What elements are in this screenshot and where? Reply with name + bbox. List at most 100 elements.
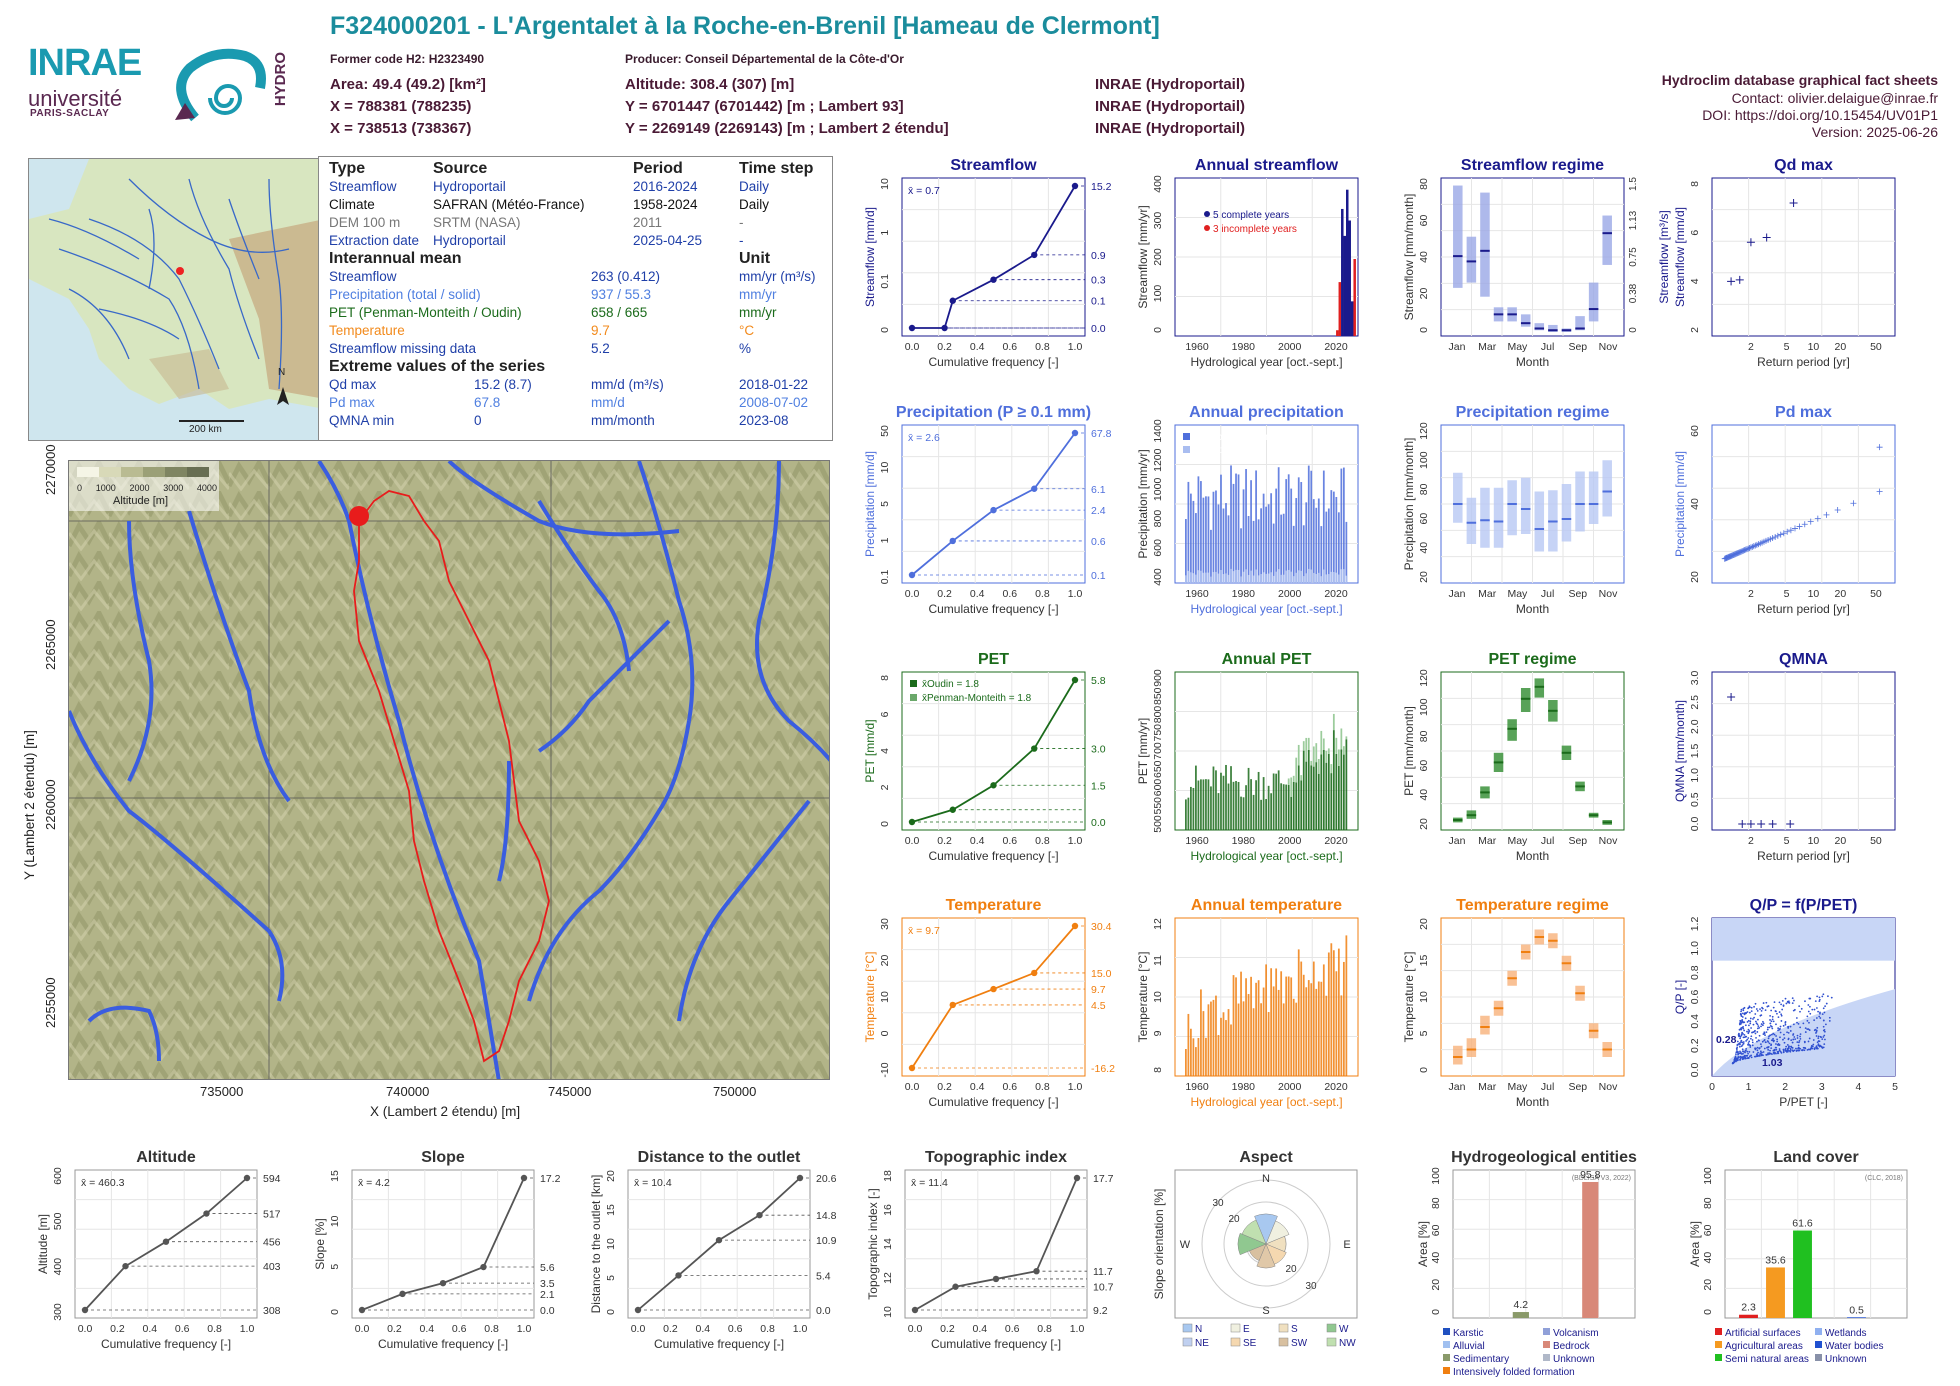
tick-label: 600 — [1152, 539, 1164, 557]
qp-point — [1772, 1032, 1775, 1035]
slope_fdc-chart: 17.2 5.6 3.52.1 0.0 x̄ = 4.2 — [351, 1169, 561, 1319]
qp-point — [1762, 1051, 1765, 1053]
solid-precip-bar — [1302, 576, 1305, 583]
annual-bar — [1227, 783, 1230, 830]
altitude-legend-ticks: 0 1000 2000 3000 4000 — [77, 483, 217, 493]
qp-point — [1747, 1007, 1749, 1010]
chart-title: Annual PET — [1222, 651, 1312, 668]
qp-point — [1775, 1043, 1777, 1045]
tick-label: 500 — [1152, 815, 1164, 833]
solid-precip-bar — [1322, 569, 1325, 583]
qp-point — [1780, 1014, 1783, 1017]
axis-label: Hydrological year [oct.-sept.] — [1190, 1095, 1342, 1109]
qp-point — [1799, 1047, 1802, 1050]
tick-label: 10 — [1808, 588, 1820, 600]
axis-label: Cumulative frequency [-] — [101, 1337, 231, 1351]
tick-label: 10 — [879, 462, 891, 474]
qp-point — [1750, 1056, 1753, 1059]
tick-label: 10 — [1808, 341, 1820, 353]
qp-point — [1823, 1034, 1826, 1037]
annual-bar — [1190, 1028, 1192, 1076]
qp-point — [1791, 1049, 1794, 1052]
tick-label: 1.5 — [1689, 744, 1701, 759]
annual-bar — [1312, 499, 1315, 583]
qp-point — [1815, 1017, 1818, 1019]
tick-label: 0.6 — [1002, 1081, 1017, 1093]
qp-point — [1799, 1037, 1802, 1040]
regime-box — [1602, 215, 1612, 265]
table-cell: 15.2 (8.7) — [474, 377, 532, 392]
qp-point — [1813, 1008, 1816, 1011]
tick-label: 2 — [1748, 835, 1754, 847]
table-cell: 658 / 665 — [591, 305, 648, 320]
table-cell: SRTM (NASA) — [433, 215, 521, 230]
annual-bar — [1260, 508, 1262, 583]
annual-bar — [1312, 961, 1315, 1076]
qp-point — [1739, 1012, 1742, 1015]
annual-bar — [1237, 474, 1240, 583]
tick-label: 8 — [1689, 181, 1701, 187]
tick-label: Sep — [1568, 588, 1587, 600]
x-l93: X = 788381 (788235) — [330, 98, 472, 115]
qp-point — [1738, 1045, 1741, 1048]
tick-label: 0.4 — [970, 588, 985, 600]
annual-bar — [1225, 764, 1227, 830]
right-tick-label: 2.1 — [540, 1289, 555, 1301]
tick-label: 2.5 — [1689, 695, 1701, 710]
annual-bar — [1337, 765, 1340, 830]
dem-xlabel: X (Lambert 2 étendu) [m] — [370, 1104, 521, 1119]
axis-label: Return period [yr] — [1757, 355, 1850, 369]
qp-point — [1748, 1050, 1751, 1053]
right-tick-label: 0.0 — [1091, 323, 1106, 335]
qp-point — [1806, 1015, 1809, 1018]
annual-bar — [1282, 1003, 1285, 1076]
tick-label: 0.6 — [175, 1323, 190, 1335]
tick-label: 60 — [1689, 425, 1701, 437]
qp-point — [1746, 1021, 1749, 1023]
legend-label: 5 complete years — [1213, 210, 1289, 221]
annual-bar — [1325, 511, 1328, 583]
tick-label: 8 — [879, 675, 891, 681]
qp-point — [1781, 1000, 1784, 1002]
solid-precip-bar — [1340, 569, 1343, 583]
doi-link[interactable]: DOI: https://doi.org/10.15454/UV01P1 — [1702, 107, 1938, 123]
tick-label: 1960 — [1185, 588, 1209, 600]
qp-point — [1760, 1025, 1762, 1028]
tick-label: 5 — [1784, 835, 1790, 847]
qp-point — [1775, 1048, 1778, 1051]
qp-point — [1747, 1037, 1750, 1039]
qp-point — [1752, 1023, 1755, 1026]
tick-label: 600 — [1152, 779, 1164, 797]
area: Area: 49.4 (49.2) [km²] — [330, 76, 486, 93]
annual-bar — [1200, 481, 1202, 583]
solid-precip-bar — [1222, 574, 1225, 583]
tick-label: 20 — [1418, 818, 1430, 830]
fdc-line — [911, 925, 1076, 1069]
mean-label: x̄ = 11.4 — [911, 1177, 948, 1189]
qp-point — [1739, 1043, 1741, 1046]
tick-label: 0.4 — [970, 835, 985, 847]
qp-point — [1760, 1023, 1763, 1025]
fdc-point — [1031, 745, 1038, 752]
ring-label: 20 — [1285, 1264, 1297, 1275]
right-tick-label: 0.6 — [1091, 536, 1106, 548]
tick-label: 500 — [52, 1212, 64, 1230]
source-1: INRAE (Hydroportail) — [1095, 76, 1245, 93]
legend-tick: 2000 — [129, 483, 150, 493]
qp-point — [1746, 1038, 1749, 1041]
pet-pm-bar — [1340, 728, 1343, 750]
tick-label: 10 — [605, 1238, 617, 1250]
annual-bar — [1235, 977, 1237, 1076]
tick-label: 20 — [1834, 835, 1846, 847]
qp-point — [1811, 1045, 1814, 1048]
qp-point — [1806, 1019, 1809, 1022]
pet-pm-bar — [1320, 730, 1323, 755]
annual-bar — [1272, 986, 1275, 1076]
tick-label: 0 — [1430, 1309, 1442, 1315]
axis-label: Month — [1516, 849, 1549, 863]
annual-bar — [1345, 935, 1348, 1076]
fdc-point — [990, 506, 997, 514]
qp-point — [1799, 1033, 1802, 1036]
regime-box — [1534, 678, 1545, 698]
tick-label: 14 — [882, 1238, 894, 1250]
